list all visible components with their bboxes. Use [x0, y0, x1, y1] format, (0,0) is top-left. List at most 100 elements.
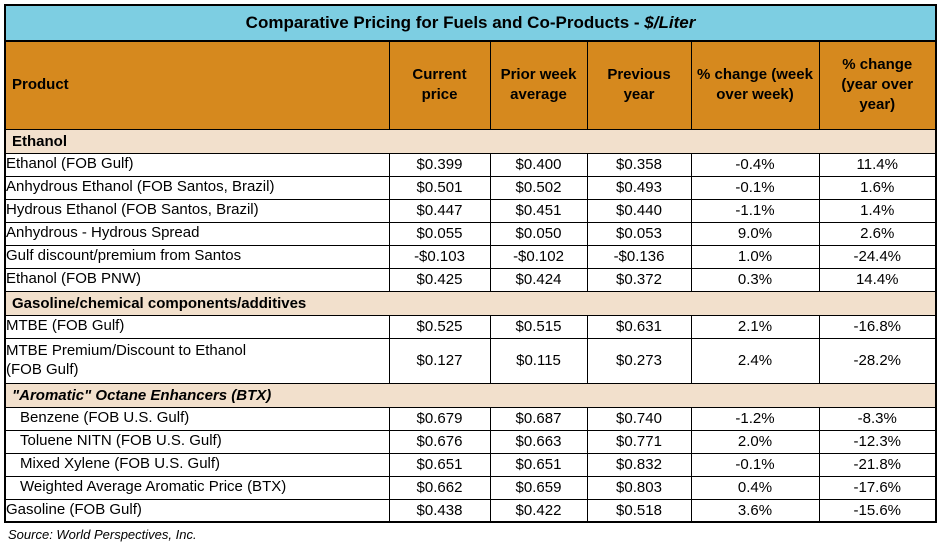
table-row: Anhydrous Ethanol (FOB Santos, Brazil) $0…: [4, 175, 937, 200]
section-header-label: "Aromatic" Octane Enhancers (BTX): [4, 382, 937, 408]
previous-year-cell: $0.518: [586, 498, 692, 523]
column-header-product: Product: [4, 40, 390, 130]
pct-change-wow-cell: 2.0%: [690, 429, 820, 454]
prior-week-avg-cell: $0.424: [489, 267, 588, 292]
pct-change-yoy-cell: -12.3%: [818, 429, 937, 454]
pct-change-yoy-cell: -15.6%: [818, 498, 937, 523]
section-header-row: Gasoline/chemical components/additives: [4, 290, 937, 316]
current-price-cell: $0.676: [388, 429, 491, 454]
pct-change-yoy-cell: -21.8%: [818, 452, 937, 477]
pct-change-yoy-cell: 1.6%: [818, 175, 937, 200]
pct-change-wow-cell: -1.1%: [690, 198, 820, 223]
column-header-row: Product Current price Prior week average…: [4, 40, 937, 130]
product-cell: Weighted Average Aromatic Price (BTX): [4, 475, 390, 500]
table-row: Benzene (FOB U.S. Gulf) $0.679 $0.687 $0.74…: [4, 406, 937, 431]
prior-week-avg-cell: $0.651: [489, 452, 588, 477]
prior-week-avg-cell: $0.515: [489, 314, 588, 339]
prior-week-avg-cell: -$0.102: [489, 244, 588, 269]
title-text: Comparative Pricing for Fuels and Co-Pro…: [245, 13, 645, 32]
prior-week-avg-cell: $0.050: [489, 221, 588, 246]
current-price-cell: $0.525: [388, 314, 491, 339]
table-title: Comparative Pricing for Fuels and Co-Pro…: [4, 4, 937, 42]
prior-week-avg-cell: $0.451: [489, 198, 588, 223]
table-row: Hydrous Ethanol (FOB Santos, Brazil) $0.4…: [4, 198, 937, 223]
previous-year-cell: $0.273: [586, 337, 692, 384]
current-price-cell: $0.399: [388, 152, 491, 177]
source-note: Source: World Perspectives, Inc.: [8, 527, 197, 542]
previous-year-cell: $0.631: [586, 314, 692, 339]
current-price-cell: $0.662: [388, 475, 491, 500]
column-header-previous-year: Previous year: [586, 40, 692, 130]
table-row: Weighted Average Aromatic Price (BTX) $0.…: [4, 475, 937, 500]
product-cell: Ethanol (FOB Gulf): [4, 152, 390, 177]
pct-change-yoy-cell: 1.4%: [818, 198, 937, 223]
product-cell: Gulf discount/premium from Santos: [4, 244, 390, 269]
table-row: Ethanol (FOB PNW) $0.425 $0.424 $0.372 0.3% 1…: [4, 267, 937, 292]
previous-year-cell: $0.771: [586, 429, 692, 454]
previous-year-cell: $0.803: [586, 475, 692, 500]
previous-year-cell: $0.372: [586, 267, 692, 292]
table-row: Toluene NITN (FOB U.S. Gulf) $0.676 $0.663…: [4, 429, 937, 454]
title-unit: $/Liter: [644, 13, 696, 32]
product-cell: Hydrous Ethanol (FOB Santos, Brazil): [4, 198, 390, 223]
previous-year-cell: $0.740: [586, 406, 692, 431]
pct-change-yoy-cell: -8.3%: [818, 406, 937, 431]
product-cell: Ethanol (FOB PNW): [4, 267, 390, 292]
pct-change-yoy-cell: 14.4%: [818, 267, 937, 292]
section-header-label: Ethanol: [4, 128, 937, 154]
title-row: Comparative Pricing for Fuels and Co-Pro…: [4, 4, 937, 42]
pct-change-wow-cell: -1.2%: [690, 406, 820, 431]
pct-change-yoy-cell: 2.6%: [818, 221, 937, 246]
pct-change-wow-cell: 2.4%: [690, 337, 820, 384]
pct-change-wow-cell: 2.1%: [690, 314, 820, 339]
product-cell: Mixed Xylene (FOB U.S. Gulf): [4, 452, 390, 477]
prior-week-avg-cell: $0.400: [489, 152, 588, 177]
prior-week-avg-cell: $0.687: [489, 406, 588, 431]
column-header-pct-change-wow: % change (week over week): [690, 40, 820, 130]
pct-change-wow-cell: 1.0%: [690, 244, 820, 269]
pct-change-wow-cell: -0.1%: [690, 175, 820, 200]
table-row: MTBE (FOB Gulf) $0.525 $0.515 $0.631 2.1% -16…: [4, 314, 937, 339]
prior-week-avg-cell: $0.659: [489, 475, 588, 500]
pct-change-wow-cell: -0.4%: [690, 152, 820, 177]
table-row: Mixed Xylene (FOB U.S. Gulf) $0.651 $0.651…: [4, 452, 937, 477]
pct-change-wow-cell: 0.3%: [690, 267, 820, 292]
product-cell: MTBE Premium/Discount to Ethanol (FOB Gu…: [4, 337, 390, 384]
pct-change-yoy-cell: -17.6%: [818, 475, 937, 500]
table-row: MTBE Premium/Discount to Ethanol (FOB Gu…: [4, 337, 937, 384]
table-row: Gulf discount/premium from Santos -$0.103…: [4, 244, 937, 269]
current-price-cell: $0.438: [388, 498, 491, 523]
current-price-cell: $0.651: [388, 452, 491, 477]
pct-change-wow-cell: 0.4%: [690, 475, 820, 500]
product-cell: MTBE (FOB Gulf): [4, 314, 390, 339]
table-row: Gasoline (FOB Gulf) $0.438 $0.422 $0.518 3.6…: [4, 498, 937, 523]
current-price-cell: $0.501: [388, 175, 491, 200]
product-cell: Anhydrous - Hydrous Spread: [4, 221, 390, 246]
pct-change-yoy-cell: -16.8%: [818, 314, 937, 339]
prior-week-avg-cell: $0.663: [489, 429, 588, 454]
table-body: Ethanol Ethanol (FOB Gulf) $0.399 $0.400 $0.…: [4, 128, 937, 523]
pct-change-wow-cell: -0.1%: [690, 452, 820, 477]
product-cell: Benzene (FOB U.S. Gulf): [4, 406, 390, 431]
previous-year-cell: $0.358: [586, 152, 692, 177]
table-row: Ethanol (FOB Gulf) $0.399 $0.400 $0.358 -0.4…: [4, 152, 937, 177]
product-cell: Anhydrous Ethanol (FOB Santos, Brazil): [4, 175, 390, 200]
pct-change-wow-cell: 9.0%: [690, 221, 820, 246]
current-price-cell: $0.127: [388, 337, 491, 384]
pct-change-yoy-cell: 11.4%: [818, 152, 937, 177]
prior-week-avg-cell: $0.422: [489, 498, 588, 523]
table-row: Anhydrous - Hydrous Spread $0.055 $0.050 $0…: [4, 221, 937, 246]
prior-week-avg-cell: $0.115: [489, 337, 588, 384]
column-header-current-price: Current price: [388, 40, 491, 130]
previous-year-cell: $0.440: [586, 198, 692, 223]
product-cell: Gasoline (FOB Gulf): [4, 498, 390, 523]
current-price-cell: -$0.103: [388, 244, 491, 269]
previous-year-cell: $0.493: [586, 175, 692, 200]
pricing-table: Comparative Pricing for Fuels and Co-Pro…: [4, 4, 937, 523]
pct-change-yoy-cell: -24.4%: [818, 244, 937, 269]
current-price-cell: $0.679: [388, 406, 491, 431]
section-header-label: Gasoline/chemical components/additives: [4, 290, 937, 316]
previous-year-cell: $0.832: [586, 452, 692, 477]
current-price-cell: $0.447: [388, 198, 491, 223]
